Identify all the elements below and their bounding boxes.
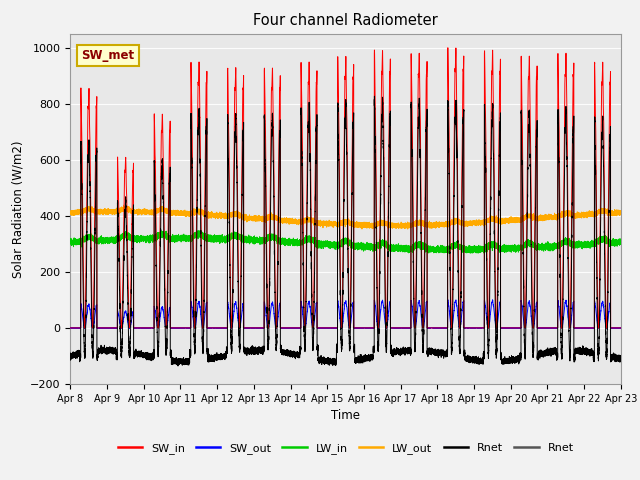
Legend: SW_in, SW_out, LW_in, LW_out, Rnet, Rnet: SW_in, SW_out, LW_in, LW_out, Rnet, Rnet [113, 439, 578, 458]
Y-axis label: Solar Radiation (W/m2): Solar Radiation (W/m2) [12, 140, 24, 277]
Title: Four channel Radiometer: Four channel Radiometer [253, 13, 438, 28]
Text: SW_met: SW_met [81, 49, 134, 62]
X-axis label: Time: Time [331, 409, 360, 422]
